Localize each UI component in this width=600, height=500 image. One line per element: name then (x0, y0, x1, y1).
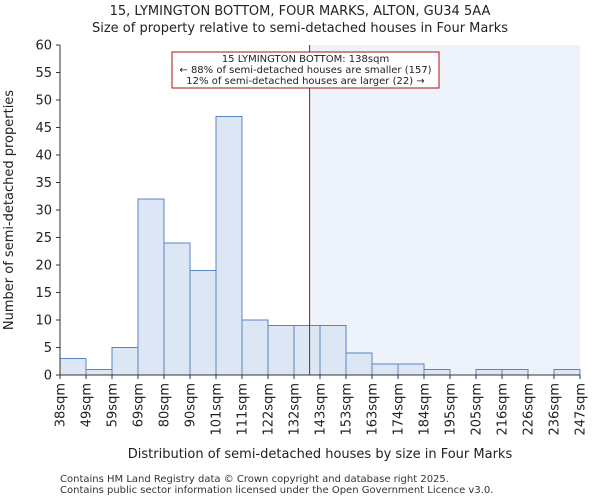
y-tick-label-50: 50 (35, 94, 52, 109)
annotation-line-2: ← 88% of semi-detached houses are smalle… (179, 65, 431, 76)
x-tick-label-195sqm: 195sqm (444, 383, 459, 436)
bar-216sqm (501, 369, 529, 376)
y-tick-label-10: 10 (35, 314, 52, 329)
x-tick-label-163sqm: 163sqm (366, 383, 381, 436)
bar-132sqm (293, 325, 321, 376)
bar-101sqm (215, 116, 243, 376)
x-tick-label-132sqm: 132sqm (288, 383, 303, 436)
x-tick-label-205sqm: 205sqm (470, 383, 485, 436)
x-tick-label-122sqm: 122sqm (262, 383, 277, 436)
y-tick-label-45: 45 (35, 121, 52, 136)
annotation-box (171, 51, 440, 89)
y-tick-label-40: 40 (35, 149, 52, 164)
bar-80sqm (163, 242, 191, 376)
bar-38sqm (59, 358, 87, 376)
y-tick-label-20: 20 (35, 259, 52, 274)
y-tick-label-60: 60 (35, 39, 52, 54)
y-tick-label-30: 30 (35, 204, 52, 219)
x-tick-label-111sqm: 111sqm (236, 383, 251, 436)
x-tick-label-184sqm: 184sqm (418, 383, 433, 436)
bar-90sqm (189, 270, 217, 376)
x-tick-label-143sqm: 143sqm (314, 383, 329, 436)
x-axis-title: Distribution of semi-detached houses by … (128, 447, 513, 462)
chart-title-address: 15, LYMINGTON BOTTOM, FOUR MARKS, ALTON,… (109, 4, 491, 19)
x-tick-label-174sqm: 174sqm (392, 383, 407, 436)
x-tick-label-101sqm: 101sqm (210, 383, 225, 436)
x-tick-label-69sqm: 69sqm (132, 383, 147, 427)
y-tick-label-35: 35 (35, 176, 52, 191)
y-tick-label-5: 5 (44, 341, 52, 356)
x-tick-label-226sqm: 226sqm (522, 383, 537, 436)
bar-69sqm (137, 198, 165, 376)
bar-205sqm (475, 369, 503, 376)
y-tick-label-55: 55 (35, 66, 52, 81)
bar-111sqm (241, 319, 269, 376)
chart-title-subtitle: Size of property relative to semi-detach… (91, 21, 509, 36)
bar-49sqm (85, 369, 113, 376)
highlight-region (309, 45, 580, 375)
bar-143sqm (319, 325, 347, 376)
bar-59sqm (111, 347, 139, 376)
bar-236sqm (553, 369, 581, 376)
bar-174sqm (397, 363, 425, 376)
bar-122sqm (267, 325, 295, 376)
annotation-line-1: 15 LYMINGTON BOTTOM: 138sqm (222, 54, 389, 65)
y-tick-label-15: 15 (35, 286, 52, 301)
bar-184sqm (423, 369, 451, 376)
x-tick-label-153sqm: 153sqm (340, 383, 355, 436)
x-tick-label-59sqm: 59sqm (106, 383, 121, 427)
bar-163sqm (371, 363, 399, 376)
y-tick-label-25: 25 (35, 231, 52, 246)
x-tick-label-216sqm: 216sqm (496, 383, 511, 436)
x-tick-label-247sqm: 247sqm (574, 383, 589, 436)
y-axis-title: Number of semi-detached properties (2, 90, 17, 330)
annotation-line-3: 12% of semi-detached houses are larger (… (186, 76, 424, 87)
x-tick-label-80sqm: 80sqm (158, 383, 173, 427)
x-tick-label-90sqm: 90sqm (184, 383, 199, 427)
y-tick-label-0: 0 (44, 369, 52, 384)
x-tick-label-236sqm: 236sqm (548, 383, 563, 436)
bar-153sqm (345, 352, 373, 376)
x-tick-label-38sqm: 38sqm (54, 383, 69, 427)
footer-copyright: Contains HM Land Registry data © Crown c… (60, 474, 449, 485)
x-tick-label-49sqm: 49sqm (80, 383, 95, 427)
footer-licence: Contains public sector information licen… (60, 485, 494, 496)
